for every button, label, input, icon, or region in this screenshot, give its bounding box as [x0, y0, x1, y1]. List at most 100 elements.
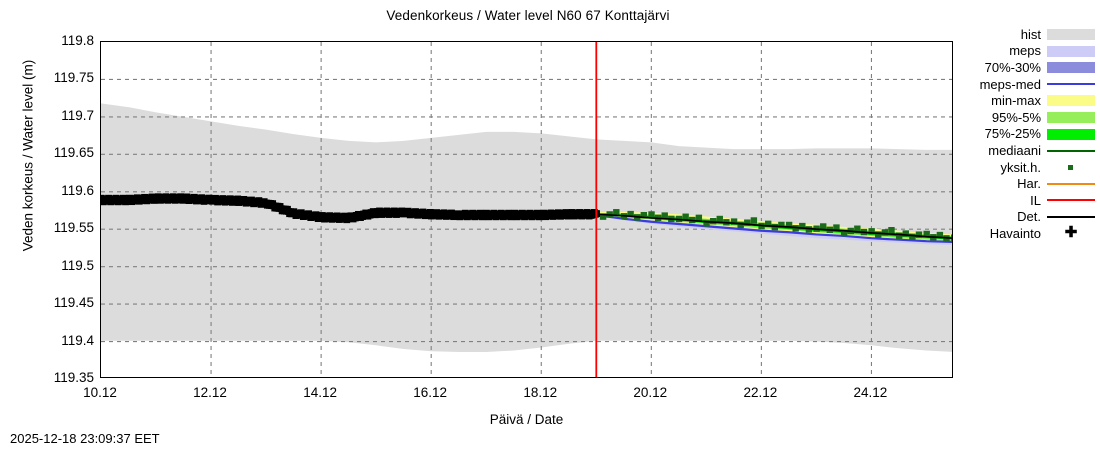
legend-swatch-line — [1047, 175, 1095, 192]
legend-swatch-line — [1047, 76, 1095, 93]
ensemble-member-marker — [923, 230, 930, 238]
x-axis-label: Päivä / Date — [489, 412, 564, 427]
legend-item-label: min-max — [991, 93, 1041, 109]
legend-swatch-band — [1047, 43, 1095, 60]
y-tick-label: 119.75 — [53, 70, 94, 86]
x-tick-label: 10.12 — [83, 385, 117, 400]
y-tick-label: 119.55 — [53, 220, 94, 236]
legend-line-swatch — [1047, 83, 1095, 86]
ensemble-member-marker — [703, 220, 710, 227]
ensemble-member-marker — [881, 229, 889, 236]
y-tick-label: 119.45 — [53, 295, 94, 311]
legend-swatch-square — [1047, 159, 1095, 176]
ensemble-member-marker — [895, 232, 903, 239]
ensemble-member-marker — [695, 214, 703, 222]
ensemble-member-marker — [915, 231, 923, 238]
legend-swatch-band — [1047, 26, 1095, 43]
hist-band — [101, 103, 952, 353]
chart-title: Vedenkorkeus / Water level N60 67 Kontta… — [0, 8, 1100, 23]
ensemble-member-marker — [820, 223, 827, 230]
legend-item-label: mediaani — [988, 142, 1041, 158]
y-tick-label: 119.5 — [61, 257, 94, 273]
ensemble-member-marker — [613, 209, 620, 216]
gridlines — [101, 42, 952, 377]
legend-band-swatch — [1047, 45, 1095, 57]
legend-swatch-line — [1047, 209, 1095, 226]
observation-markers — [101, 193, 600, 224]
ensemble-member-marker — [648, 211, 655, 218]
ensemble-member-marker — [737, 221, 744, 229]
legend-band-swatch — [1047, 128, 1095, 140]
y-axis: Veden korkeus / Water level (m) 119.8 119… — [0, 0, 95, 450]
ensemble-member-marker — [661, 212, 668, 219]
legend-item[interactable]: hist — [960, 26, 1095, 43]
legend-line-swatch — [1047, 216, 1095, 219]
legend-item[interactable]: 95%-5% — [960, 109, 1095, 126]
ensemble-member-marker — [627, 210, 634, 218]
legend-item[interactable]: mediaani — [960, 142, 1095, 159]
x-tick-label: 16.12 — [413, 385, 448, 400]
legend-swatch-line — [1047, 142, 1095, 159]
ensemble-member-marker — [909, 233, 916, 241]
legend-swatch-band — [1047, 59, 1095, 76]
ensemble-member-marker — [744, 219, 751, 226]
x-tick-label: 14.12 — [303, 385, 338, 400]
legend-item[interactable]: min-max — [960, 92, 1095, 109]
ensemble-member-marker — [771, 223, 778, 231]
ensemble-member-marker — [902, 230, 909, 237]
legend-band-swatch — [1047, 29, 1095, 40]
legend-square-marker-icon — [1068, 165, 1073, 171]
legend-swatch-band — [1047, 109, 1095, 126]
plot-canvas — [101, 42, 952, 377]
legend-item[interactable]: Det. — [960, 209, 1095, 226]
x-tick-label: 20.12 — [633, 385, 668, 400]
y-tick-label: 119.7 — [61, 107, 94, 123]
ensemble-member-marker — [640, 211, 648, 219]
ensemble-member-marker — [785, 221, 793, 229]
legend-swatch-plus: ✚ — [1047, 225, 1095, 242]
legend: hist meps 70%-30% meps-med min-max 95%-5% 75%-… — [960, 26, 1095, 242]
ensemble-member-marker — [875, 231, 882, 238]
ensemble-member-marker — [854, 225, 861, 232]
legend-swatch-line — [1047, 192, 1095, 209]
legend-item-label: yksit.h. — [1000, 159, 1041, 175]
x-tick-label: 12.12 — [193, 385, 227, 400]
legend-line-swatch — [1047, 199, 1095, 202]
legend-band-swatch — [1047, 95, 1095, 107]
legend-item-label: Det. — [1017, 209, 1041, 225]
meps-median-line — [596, 213, 952, 243]
legend-item-label: 95%-5% — [991, 109, 1041, 125]
legend-item[interactable]: meps-med — [960, 76, 1095, 93]
ensemble-member-marker — [888, 227, 895, 234]
legend-item[interactable]: 75%-25% — [960, 126, 1095, 143]
legend-item-label: meps — [1009, 43, 1041, 59]
legend-item[interactable]: yksit.h. — [960, 159, 1095, 176]
legend-item-label: Har. — [1017, 176, 1041, 192]
legend-swatch-band — [1047, 126, 1095, 143]
y-tick-label: 119.8 — [61, 33, 94, 48]
legend-item-label: Havainto — [989, 225, 1041, 241]
ensemble-member-marker — [778, 221, 785, 229]
ensemble-member-marker — [730, 218, 738, 225]
legend-item[interactable]: meps — [960, 43, 1095, 60]
x-tick-label: 18.12 — [523, 385, 558, 400]
legend-item[interactable]: Havainto ✚ — [960, 225, 1095, 242]
legend-band-swatch — [1047, 111, 1095, 123]
legend-item[interactable]: IL — [960, 192, 1095, 209]
ensemble-member-marker — [936, 231, 944, 239]
legend-item[interactable]: 70%-30% — [960, 59, 1095, 76]
x-tick-label: 22.12 — [743, 385, 778, 400]
ensemble-member-marker — [833, 224, 840, 231]
legend-swatch-band — [1047, 92, 1095, 109]
ensemble-member-marker — [750, 217, 758, 224]
ensemble-member-marker — [599, 213, 607, 220]
ensemble-member-marker — [764, 220, 772, 228]
y-tick-label: 119.65 — [53, 145, 94, 161]
legend-item-label: 70%-30% — [984, 59, 1041, 75]
legend-item[interactable]: Har. — [960, 175, 1095, 192]
ensemble-member-marker — [716, 215, 723, 223]
legend-line-swatch — [1047, 182, 1095, 185]
x-tick-label: 24.12 — [853, 385, 888, 400]
